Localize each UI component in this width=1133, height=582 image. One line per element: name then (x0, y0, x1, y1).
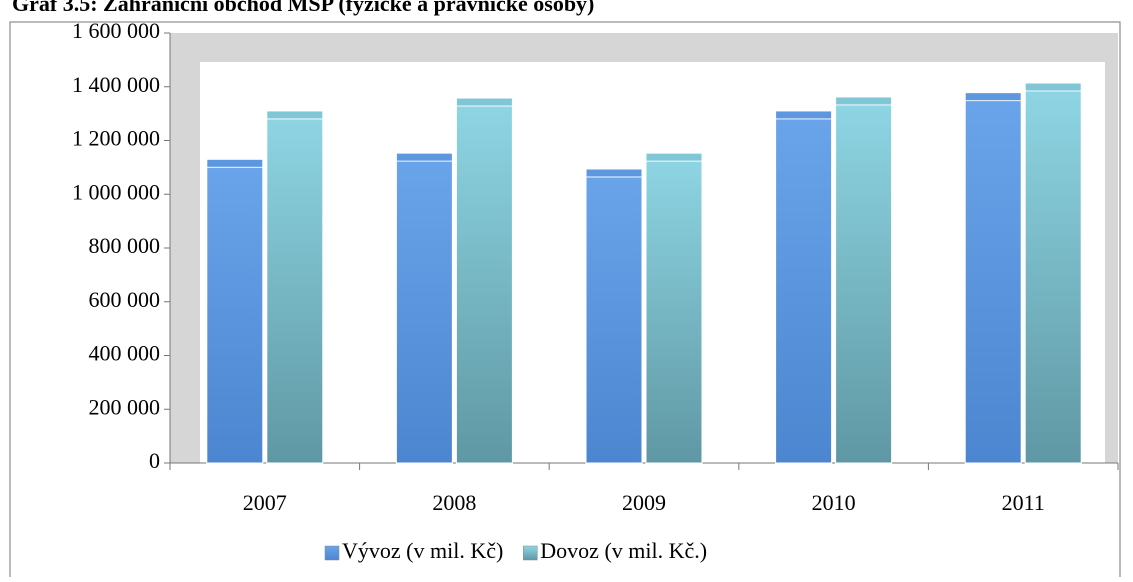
y-tick-label: 200 000 (89, 394, 161, 419)
bar (835, 96, 893, 464)
bar-cap (645, 152, 703, 162)
y-tick-label: 1 200 000 (72, 126, 160, 151)
x-tick-label: 2008 (432, 490, 476, 515)
bar (1024, 82, 1082, 464)
bar-cap (835, 96, 893, 106)
legend-label: Vývoz (v mil. Kč) (342, 538, 503, 563)
bar (964, 92, 1022, 464)
y-tick-label: 1 400 000 (72, 72, 160, 97)
bar (266, 110, 324, 464)
bar (645, 152, 703, 464)
bar (585, 168, 643, 464)
bar-cap (964, 92, 1022, 102)
y-tick-label: 1 600 000 (72, 18, 160, 43)
x-tick-label: 2009 (622, 490, 666, 515)
y-tick-label: 0 (149, 448, 160, 473)
bar-cap (206, 158, 264, 168)
bar-cap (266, 110, 324, 120)
bar (455, 97, 513, 464)
legend-swatch (523, 545, 538, 561)
bar-cap (1024, 82, 1082, 92)
legend-swatch (324, 545, 340, 561)
bar (775, 110, 833, 464)
bar-cap (395, 152, 453, 162)
y-tick-label: 400 000 (89, 341, 161, 366)
x-tick-label: 2007 (243, 490, 287, 515)
legend-label: Dovoz (v mil. Kč.) (540, 538, 707, 563)
chart-title: Graf 3.5: Zahraniční obchod MSP (fyzické… (12, 0, 594, 16)
bar-cap (775, 110, 833, 120)
x-tick-label: 2011 (1002, 490, 1045, 515)
bar-cap (455, 97, 513, 107)
y-tick-label: 800 000 (89, 233, 161, 258)
y-tick-label: 1 000 000 (72, 179, 160, 204)
bar (395, 152, 453, 464)
y-tick-label: 600 000 (89, 287, 161, 312)
bar (206, 158, 264, 464)
x-tick-label: 2010 (812, 490, 856, 515)
bar-cap (585, 168, 643, 178)
